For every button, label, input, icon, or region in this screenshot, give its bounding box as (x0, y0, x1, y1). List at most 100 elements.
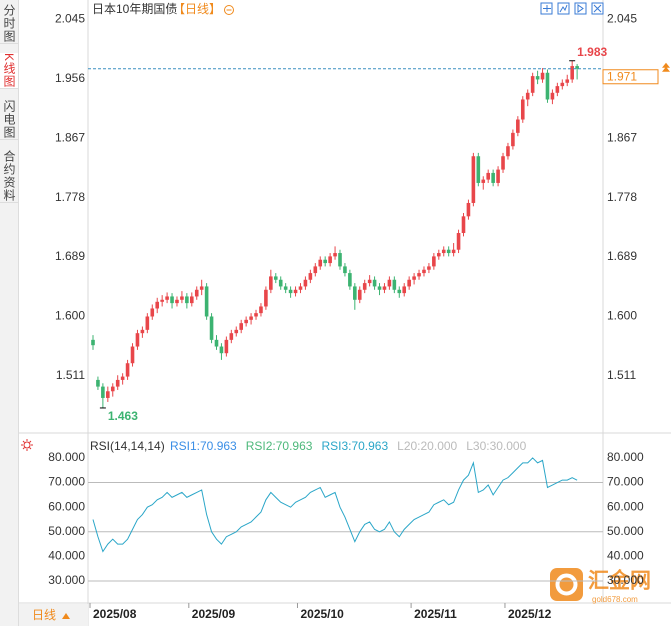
tab[interactable]: K线图 (0, 53, 18, 90)
candle-body (348, 273, 352, 287)
tab[interactable]: 合约资料 (0, 150, 18, 203)
period-arrow[interactable] (62, 613, 70, 619)
toolbar[interactable] (540, 2, 604, 15)
side-tabs: 分时图 K线图闪电图合约资料 (0, 0, 19, 626)
rsi-tick-label: 40.000 (48, 549, 85, 563)
candle-body (175, 299, 179, 304)
legend-entry: RSI3:70.963 (321, 439, 388, 453)
rsi-tick-label-right: 70.000 (607, 475, 644, 489)
rsi-tick-label-right: 50.000 (607, 524, 644, 538)
candle-body (377, 286, 382, 290)
y-tick-label: 1.956 (55, 71, 85, 85)
candle-body (397, 289, 402, 294)
candle-body (387, 279, 392, 287)
candle-body (135, 333, 140, 347)
candle-body (476, 156, 481, 183)
candle-body (446, 249, 451, 254)
x-tick-label: 2025/08 (93, 607, 137, 621)
candle-body (496, 169, 500, 183)
candle-body (106, 391, 110, 398)
y-tick-label: 1.778 (55, 190, 85, 204)
candle-body (269, 276, 273, 290)
candle-body (91, 339, 95, 346)
rsi-tick-label-right: 60.000 (607, 499, 644, 513)
candle-body (392, 279, 397, 290)
rsi-tick-label: 60.000 (48, 499, 85, 513)
candle-body (249, 316, 253, 320)
candle-body (224, 339, 229, 354)
y-tick-label: 2.045 (55, 12, 85, 26)
candle-body (239, 323, 243, 330)
rsi-icon[interactable] (21, 439, 33, 451)
candle-body (570, 66, 574, 80)
candle-body (451, 249, 456, 254)
candle-body (338, 253, 342, 267)
candle-body (219, 346, 224, 354)
candle-body (516, 119, 520, 133)
last-price-label: 1.971 (607, 69, 637, 83)
candle-body (155, 301, 160, 309)
candle-body (130, 346, 135, 364)
y2-tick-label: 1.689 (607, 249, 637, 263)
candle-body (367, 279, 372, 284)
rsi-tick-label-right: 40.000 (607, 549, 644, 563)
candle-body (407, 279, 411, 287)
candle-body (565, 79, 570, 83)
candle-body (259, 306, 263, 314)
x-tick-label: 2025/12 (508, 607, 552, 621)
candle-body (125, 363, 130, 377)
candle-body (244, 319, 248, 324)
candle-body (283, 286, 288, 290)
watermark-url: gold678.com (592, 595, 638, 604)
candle-body (486, 172, 490, 180)
candle-body (461, 216, 466, 234)
candle-body (120, 376, 125, 380)
y-tick-label: 1.511 (56, 368, 85, 382)
candle-body (234, 329, 239, 334)
candle-body (357, 289, 362, 300)
x-tick-label: 2025/09 (192, 607, 236, 621)
tab[interactable]: 闪电图 (0, 100, 18, 140)
candle-body (481, 179, 486, 183)
candle-body (491, 172, 495, 183)
candle-body (520, 99, 525, 120)
candle-body (333, 253, 337, 257)
legend-entry: RSI1:70.963 (170, 439, 237, 453)
candle-body (318, 259, 323, 267)
y2-tick-label: 1.511 (607, 368, 636, 382)
candle-body (170, 296, 174, 304)
candle-body (456, 233, 461, 250)
candle-body (422, 269, 426, 274)
candle-body (427, 266, 431, 270)
candle-body (575, 66, 579, 69)
candle-body (160, 299, 164, 302)
period-button[interactable]: 日线 (32, 608, 56, 622)
candle-body (555, 86, 560, 93)
rsi-tick-label: 50.000 (48, 524, 85, 538)
candle-body (437, 253, 441, 257)
candle-body (110, 386, 115, 392)
candle-body (288, 289, 293, 294)
candle-body (501, 156, 505, 170)
tab[interactable]: 分时图 (0, 4, 18, 44)
candle-body (229, 333, 234, 340)
candle-body (190, 296, 194, 304)
candle-body (303, 279, 308, 287)
candle-body (323, 259, 327, 264)
candle-body (293, 289, 298, 294)
rsi-tick-label-right: 30.000 (607, 573, 644, 587)
candle-body (382, 286, 387, 290)
candle-body (417, 273, 421, 277)
rsi-tick-label-right: 80.000 (607, 450, 644, 464)
legend-entry: L20:20.000 (397, 439, 457, 453)
candle-body (115, 379, 120, 387)
candle-body (209, 316, 214, 340)
x-tick-label: 2025/11 (414, 607, 457, 621)
candle-body (150, 308, 155, 317)
rsi-line (92, 457, 578, 553)
period-button-bg[interactable] (18, 604, 88, 626)
collapse-icon[interactable] (224, 5, 234, 15)
candle-body (204, 286, 209, 317)
candle-body (214, 339, 219, 347)
